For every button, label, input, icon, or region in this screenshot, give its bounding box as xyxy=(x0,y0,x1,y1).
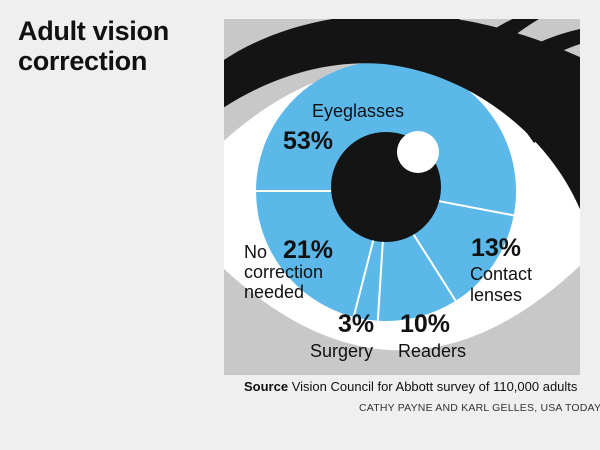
label-none-pct: 21% xyxy=(283,236,333,264)
eye-highlight xyxy=(397,131,439,173)
eye-lash-1 xyxy=(414,19,460,67)
label-readers-name: Readers xyxy=(398,341,466,361)
chart-title: Adult vision correction xyxy=(18,16,169,76)
eye-lash-3 xyxy=(479,29,580,97)
eye-lash-2 xyxy=(449,19,539,81)
eye-lash-4 xyxy=(504,64,580,117)
label-none-name-2: correction xyxy=(244,262,323,282)
label-surgery-name: Surgery xyxy=(310,341,373,361)
source-note: Source Vision Council for Abbott survey … xyxy=(244,379,577,394)
label-eyeglasses-pct: 53% xyxy=(283,127,333,155)
label-contacts-name-2: lenses xyxy=(470,285,522,305)
label-surgery-pct: 3% xyxy=(338,310,374,338)
label-none-name-3: needed xyxy=(244,282,304,302)
label-eyeglasses-name: Eyeglasses xyxy=(312,101,404,121)
eye-lash-5 xyxy=(524,99,580,143)
label-contacts-name-1: Contact xyxy=(470,264,532,284)
label-none-name-1: No xyxy=(244,242,267,262)
eye-pie-chart: Eyeglasses 53% 13% Contact lenses 10% Re… xyxy=(224,19,580,375)
source-text: Vision Council for Abbott survey of 110,… xyxy=(291,379,578,394)
label-readers-pct: 10% xyxy=(400,310,450,338)
credit-line: CATHY PAYNE AND KARL GELLES, USA TODAY xyxy=(359,402,600,414)
source-label: Source xyxy=(244,379,289,394)
title-line-1: Adult vision xyxy=(18,16,169,46)
title-line-2: correction xyxy=(18,46,148,76)
label-contacts-pct: 13% xyxy=(471,234,521,262)
eye-lash-lid xyxy=(224,19,580,210)
